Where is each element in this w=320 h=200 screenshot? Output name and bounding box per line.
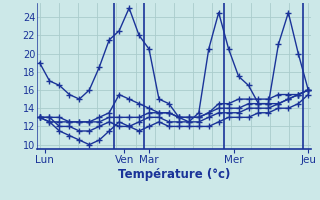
X-axis label: Température (°c): Température (°c) (118, 168, 230, 181)
